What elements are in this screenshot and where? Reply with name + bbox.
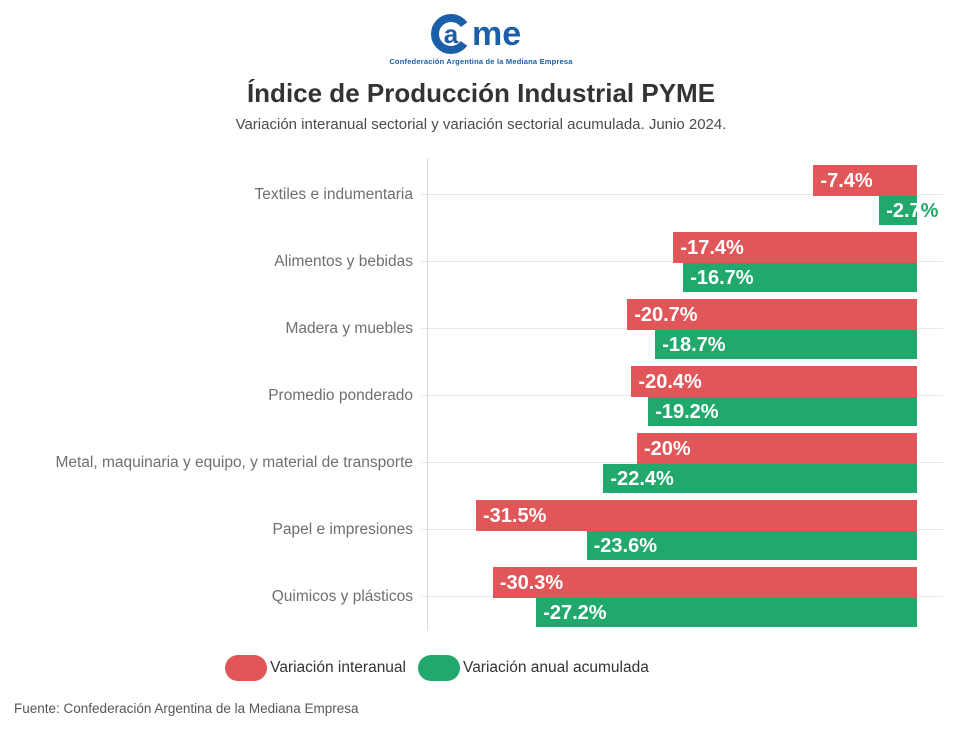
- bar-value-label: -20.4%: [638, 370, 702, 393]
- legend-swatch-interanual: [225, 655, 268, 681]
- bar-acumulada: -18.7%: [655, 330, 917, 359]
- bar-acumulada: -16.7%: [683, 263, 917, 292]
- came-logo: a me Confederación Argentina de la Media…: [0, 12, 962, 66]
- bar-value-label: -23.6%: [593, 534, 657, 557]
- bar-value-label: -18.7%: [662, 333, 726, 356]
- bar-value-label: -27.2%: [543, 601, 607, 624]
- category-label: Alimentos y bebidas: [274, 253, 413, 270]
- chart-legend: Variación interanual Variación anual acu…: [0, 655, 918, 681]
- category-row: Quimicos y plásticos -30.3% -27.2%: [0, 567, 962, 627]
- bar-acumulada: -27.2%: [536, 598, 917, 627]
- bar-value-label: -30.3%: [499, 571, 564, 594]
- logo-c-ring: [431, 14, 471, 54]
- bar-interanual: -20.4%: [631, 366, 917, 397]
- bar-value-label: -17.4%: [680, 236, 744, 259]
- category-label: Metal, maquinaria y equipo, y material d…: [55, 454, 413, 471]
- bar-value-label: -19.2%: [655, 400, 719, 423]
- bar-group: -20.4% -19.2%: [427, 366, 917, 426]
- source-note: Fuente: Confederación Argentina de la Me…: [14, 701, 359, 716]
- category-row: Madera y muebles -20.7% -18.7%: [0, 299, 962, 359]
- bar-group: -31.5% -23.6%: [427, 500, 917, 560]
- legend-label-acumulada: Variación anual acumulada: [463, 659, 649, 676]
- category-label: Papel e impresiones: [272, 521, 413, 538]
- bar-interanual: -17.4%: [673, 232, 917, 263]
- bar-value-label: -2.7%: [886, 199, 939, 222]
- category-row: Textiles e indumentaria -7.4% -2.7%: [0, 165, 962, 225]
- category-label: Madera y muebles: [285, 320, 413, 337]
- category-label: Textiles e indumentaria: [254, 186, 413, 203]
- category-row: Metal, maquinaria y equipo, y material d…: [0, 433, 962, 493]
- bar-chart: Textiles e indumentaria -7.4% -2.7% Aliment…: [0, 158, 962, 630]
- bar-acumulada: -23.6%: [586, 531, 917, 560]
- logo-tagline: Confederación Argentina de la Mediana Em…: [389, 57, 573, 66]
- page-subtitle: Variación interanual sectorial y variaci…: [235, 116, 727, 133]
- bar-interanual: -7.4%: [813, 165, 917, 196]
- bar-group: -17.4% -16.7%: [427, 232, 917, 292]
- bar-acumulada: -2.7%: [879, 196, 938, 225]
- category-row: Alimentos y bebidas -17.4% -16.7%: [0, 232, 962, 292]
- bar-interanual: -30.3%: [492, 567, 917, 598]
- logo-letters-me: me: [472, 15, 521, 53]
- percent-overflow: %: [920, 199, 939, 222]
- logo-letter-a: a: [444, 19, 459, 49]
- category-label: Quimicos y plásticos: [271, 588, 413, 605]
- bar-value-label: -20%: [644, 437, 691, 460]
- category-label: Promedio ponderado: [268, 387, 413, 404]
- bar-value-label: -16.7%: [690, 266, 754, 289]
- gridline: [421, 194, 943, 195]
- category-row: Papel e impresiones -31.5% -23.6%: [0, 500, 962, 560]
- legend-label-interanual: Variación interanual: [270, 659, 406, 676]
- category-row: Promedio ponderado -20.4% -19.2%: [0, 366, 962, 426]
- bar-value-label: -31.5%: [483, 504, 547, 527]
- bar-acumulada: -22.4%: [603, 464, 917, 493]
- bar-group: -20.7% -18.7%: [427, 299, 917, 359]
- page-title: Índice de Producción Industrial PYME: [246, 78, 716, 108]
- legend-swatch-acumulada: [418, 655, 460, 681]
- bar-value-label: -7.4%: [820, 169, 873, 192]
- bar-acumulada: -19.2%: [648, 397, 917, 426]
- legend-item-acumulada: Variación anual acumulada: [418, 655, 649, 681]
- bar-interanual: -20.7%: [627, 299, 917, 330]
- legend-item-interanual: Variación interanual: [225, 655, 406, 681]
- bar-value-label: -22.4%: [610, 467, 674, 490]
- bar-value-label: -20.7%: [634, 303, 698, 326]
- bar-interanual: -20%: [637, 433, 917, 464]
- came-logo-mark: a me: [431, 14, 521, 54]
- bar-group: -20% -22.4%: [427, 433, 917, 493]
- bar-interanual: -31.5%: [476, 500, 917, 531]
- bar-group: -30.3% -27.2%: [427, 567, 917, 627]
- bar-group: -7.4% -2.7%: [427, 165, 938, 225]
- y-axis-line: [427, 158, 428, 630]
